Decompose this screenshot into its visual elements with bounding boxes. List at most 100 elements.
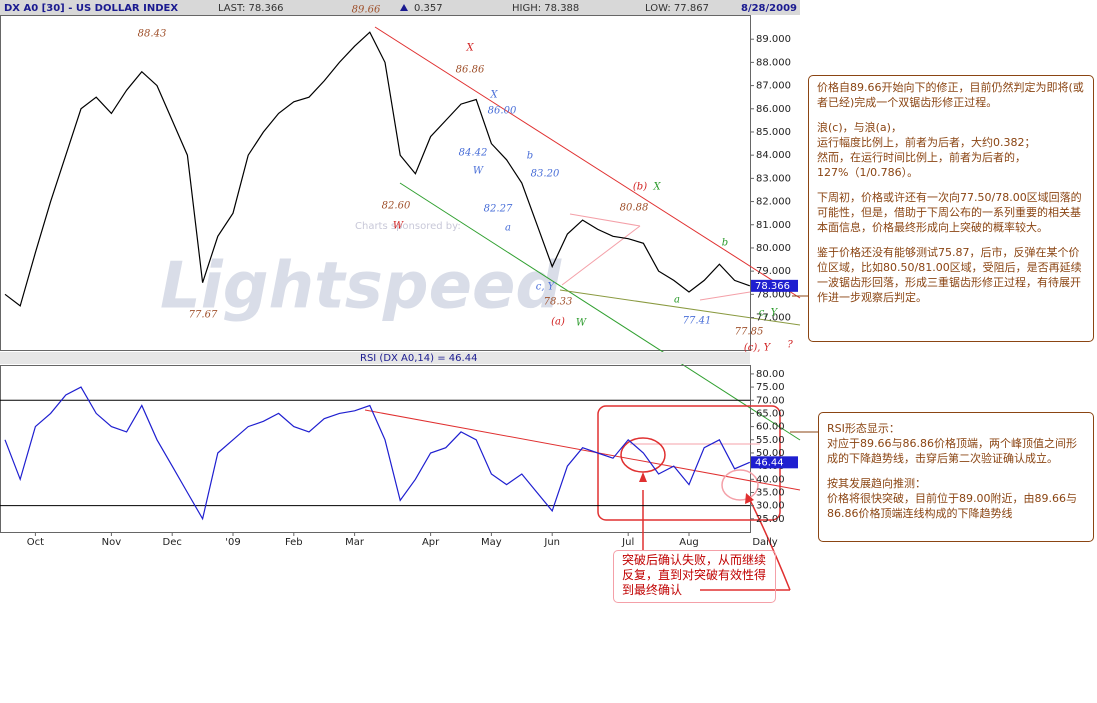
x-axis-label: Daily — [752, 537, 777, 548]
x-tick-label: Feb — [285, 537, 303, 548]
y-tick-label: 65.00 — [756, 408, 785, 419]
annotation: c, Y — [759, 308, 779, 319]
x-tick-label: Oct — [27, 537, 44, 548]
annotation: W — [393, 221, 404, 232]
x-tick-label: '09 — [225, 537, 240, 548]
annotation: c, Y — [536, 282, 556, 293]
header-bar — [0, 0, 800, 15]
rsi-header-bar — [0, 352, 750, 364]
note-text: 鉴于价格还没有能够测试75.87，后市，反弹在某个价位区域，比如80.50/81… — [817, 246, 1082, 304]
annotation: a — [505, 223, 511, 234]
trend-line — [569, 213, 641, 227]
y-tick-label: 75.00 — [756, 382, 785, 393]
y-tick-label: 85.000 — [756, 127, 791, 138]
trend-line — [399, 182, 801, 441]
annotation: W — [473, 166, 484, 177]
annotation: (a) — [551, 317, 565, 328]
annotation: ? — [787, 340, 793, 351]
last-value-tag — [751, 279, 798, 292]
y-tick-label: 50.00 — [756, 448, 785, 459]
header-change: 0.357 — [414, 3, 443, 14]
x-tick-label: Aug — [679, 537, 699, 548]
annotation: (c), Y — [744, 343, 772, 354]
y-tick-label: 78.000 — [756, 289, 791, 300]
y-tick-label: 55.00 — [756, 435, 785, 446]
x-tick-label: Apr — [422, 537, 440, 548]
x-tick-label: Mar — [345, 537, 365, 548]
y-tick-label: 84.000 — [756, 150, 791, 161]
trend-line — [559, 289, 801, 326]
trend-line — [364, 409, 801, 491]
y-tick-label: 60.00 — [756, 422, 785, 433]
note-box: 突破后确认失败，从而继续反复，直到对突破有效性得到最终确认 — [613, 550, 776, 603]
annotation: 83.20 — [531, 169, 560, 180]
x-tick-label: Jun — [543, 537, 560, 548]
trend-line — [699, 291, 751, 301]
annotation: b — [722, 238, 728, 249]
header-title: DX A0 [30] - US DOLLAR INDEX — [4, 3, 178, 14]
y-tick-label: 30.00 — [756, 501, 785, 512]
note-text: 浪(c)，与浪(a)， — [817, 121, 902, 134]
y-tick-label: 25.00 — [756, 514, 785, 525]
header-last: LAST: 78.366 — [218, 3, 284, 14]
highlight-circle — [620, 437, 666, 473]
x-tick-label: Jul — [621, 537, 634, 548]
y-tick-label: 87.000 — [756, 81, 791, 92]
note-text: 价格将很快突破，目前位于89.00附近，由89.66与86.86价格顶端连线构成… — [827, 492, 1077, 520]
note-box: RSI形态显示： 对应于89.66与86.86价格顶端，两个峰顶值之间形成的下降趋… — [818, 412, 1094, 542]
annotation: 88.43 — [138, 29, 167, 40]
note-text: 对应于89.66与86.86价格顶端，两个峰顶值之间形成的下降趋势线，击穿后第二… — [827, 437, 1077, 465]
rsi-line — [4, 386, 751, 521]
annotation: 82.27 — [484, 204, 513, 215]
note-box: 价格自89.66开始向下的修正，目前仍然判定为即将(或者已经)完成一个双锯齿形修… — [808, 75, 1094, 342]
y-tick-label: 80.00 — [756, 369, 785, 380]
annotation: 89.66 — [352, 5, 381, 16]
sponsor: Charts sponsored by: — [355, 221, 461, 232]
note-text: 运行幅度比例上，前者为后者，大约0.382； — [817, 136, 1036, 149]
y-tick-label: 79.000 — [756, 266, 791, 277]
annotation: X — [465, 43, 474, 54]
last-value-label: 78.366 — [755, 281, 790, 292]
price-line — [4, 31, 751, 307]
annotation: a — [674, 295, 680, 306]
watermark: Lightspeed — [160, 250, 562, 324]
change-icon — [400, 4, 408, 11]
note-text: 价格自89.66开始向下的修正，目前仍然判定为即将(或者已经)完成一个双锯齿形修… — [817, 81, 1084, 109]
annotation: 82.60 — [382, 201, 411, 212]
annotation: 77.41 — [683, 316, 712, 327]
annotation: 80.88 — [620, 203, 649, 214]
header-high: HIGH: 78.388 — [512, 3, 579, 14]
header-date: 8/28/2009 — [741, 3, 797, 14]
note-text: 突破后确认失败，从而继续反复，直到对突破有效性得到最终确认 — [622, 553, 767, 597]
x-tick-label: Dec — [163, 537, 182, 548]
trend-line — [374, 26, 801, 299]
annotation: (b) — [633, 182, 647, 193]
y-tick-label: 83.000 — [756, 173, 791, 184]
y-tick-label: 81.000 — [756, 220, 791, 231]
note-text: 按其发展趋向推测： — [827, 477, 926, 490]
last-value-tag — [751, 456, 798, 469]
arrow-head — [639, 472, 647, 482]
y-tick-label: 88.000 — [756, 57, 791, 68]
annotation: 84.42 — [459, 148, 488, 159]
annotation: 77.85 — [735, 327, 764, 338]
annotation: 86.86 — [456, 65, 485, 76]
x-tick-label: May — [481, 537, 502, 548]
note-text: 下周初，价格或许还有一次向77.50/78.00区域回落的可能性，但是，借助于下… — [817, 191, 1082, 234]
y-tick-label: 86.000 — [756, 104, 791, 115]
y-tick-label: 70.00 — [756, 395, 785, 406]
last-value-label: 46.44 — [755, 457, 784, 468]
annotation: X — [489, 90, 498, 101]
annotation: 78.33 — [544, 297, 573, 308]
rsi-panel — [0, 365, 751, 533]
y-tick-label: 35.00 — [756, 487, 785, 498]
annotation: b — [527, 151, 533, 162]
price-panel — [0, 15, 751, 351]
arrow-head — [745, 493, 754, 504]
x-tick-label: Nov — [102, 537, 122, 548]
annotation: X — [652, 182, 661, 193]
header-low: LOW: 77.867 — [645, 3, 709, 14]
y-tick-label: 77.000 — [756, 313, 791, 324]
